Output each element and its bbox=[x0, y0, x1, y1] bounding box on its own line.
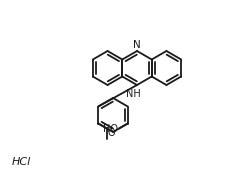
Text: HCl: HCl bbox=[12, 157, 31, 167]
Text: O: O bbox=[108, 127, 116, 137]
Text: NH: NH bbox=[126, 89, 140, 99]
Text: HO: HO bbox=[103, 124, 118, 134]
Text: N: N bbox=[133, 40, 141, 49]
